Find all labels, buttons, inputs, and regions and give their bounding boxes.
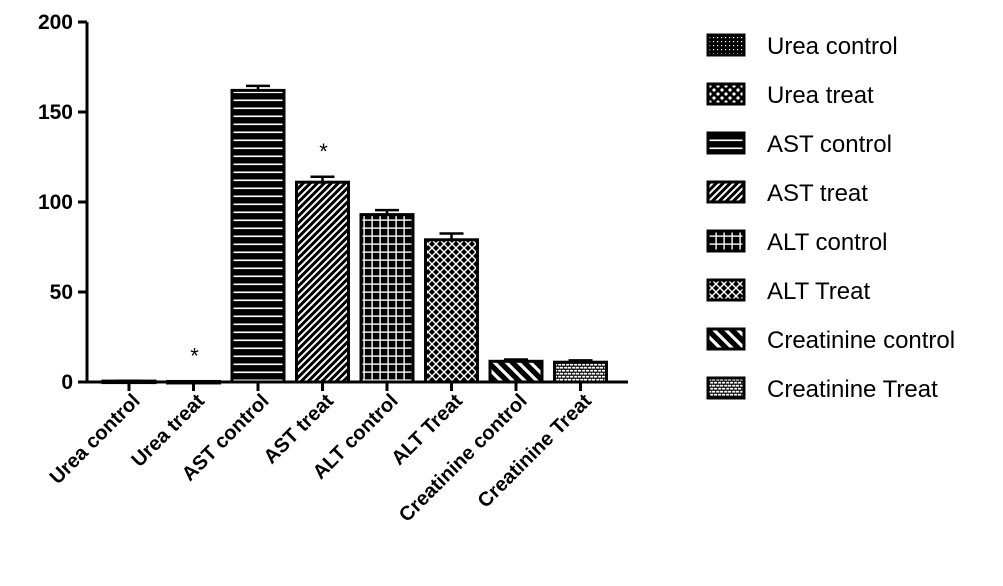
x-tick-label: Creatinine Treat xyxy=(474,390,597,513)
significance-marker: * xyxy=(190,343,199,368)
bar xyxy=(553,360,608,384)
legend-label: Urea control xyxy=(767,33,898,60)
legend: Urea control Urea treat AST control AST tre… xyxy=(706,33,955,403)
y-tick-label: 100 xyxy=(38,191,73,214)
y-tick-label: 0 xyxy=(61,371,73,394)
bar xyxy=(488,359,544,384)
legend-label: ALT control xyxy=(767,229,888,256)
legend-label: Creatinine Treat xyxy=(767,376,938,403)
legend-swatch xyxy=(706,327,746,351)
bar xyxy=(424,238,479,384)
bars xyxy=(101,84,608,385)
y-ticks: 0 50 100 150 200 xyxy=(38,11,87,394)
y-tick-label: 150 xyxy=(38,101,73,124)
bar xyxy=(295,180,350,384)
legend-swatch xyxy=(706,229,746,253)
bar xyxy=(359,213,415,384)
annotations: ** xyxy=(190,139,328,368)
x-tick-label: Urea control xyxy=(46,390,145,489)
legend-label: Urea treat xyxy=(767,82,874,109)
legend-label: AST treat xyxy=(767,180,868,207)
legend-swatch xyxy=(706,376,746,400)
legend-label: AST control xyxy=(767,131,892,158)
legend-swatch xyxy=(706,82,746,106)
legend-swatch xyxy=(706,278,746,302)
legend-swatch xyxy=(706,33,746,57)
y-tick-label: 200 xyxy=(38,11,73,34)
significance-marker: * xyxy=(319,139,328,164)
legend-swatch xyxy=(706,180,746,204)
legend-label: ALT Treat xyxy=(767,278,870,305)
bar xyxy=(230,88,286,384)
legend-label: Creatinine control xyxy=(767,327,955,354)
legend-swatch xyxy=(706,131,746,155)
y-tick-label: 50 xyxy=(50,281,73,304)
